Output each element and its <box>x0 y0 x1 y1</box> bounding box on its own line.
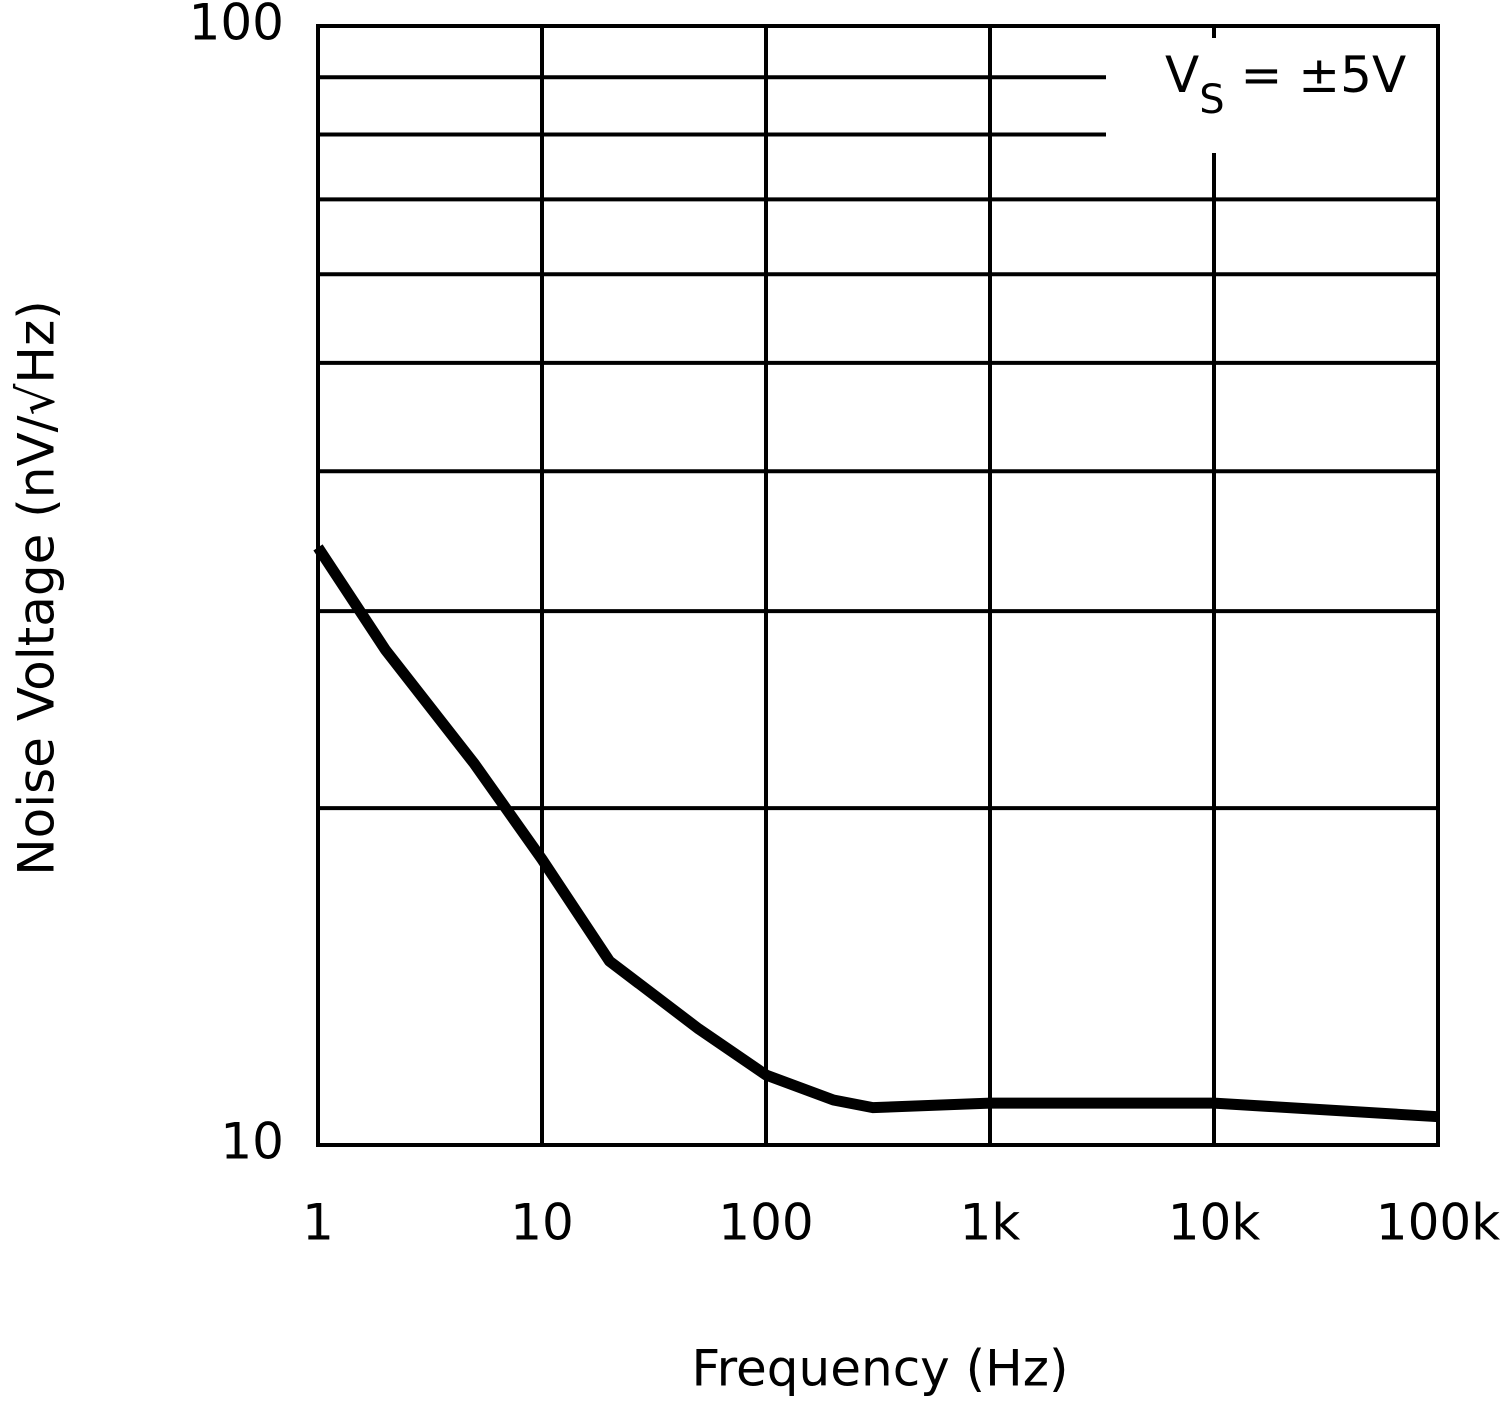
y-axis-label: Noise Voltage (nV/√Hz) <box>8 300 66 876</box>
annotation-part: S <box>1199 77 1224 123</box>
annotation-part: = ±5V <box>1225 46 1407 104</box>
x-tick-label: 1 <box>302 1194 334 1252</box>
x-axis-label: Frequency (Hz) <box>691 1340 1068 1398</box>
x-tick-label: 10 <box>510 1194 574 1252</box>
annotation-part: V <box>1165 46 1199 104</box>
x-tick-label: 1k <box>960 1194 1021 1252</box>
x-tick-label: 100k <box>1376 1194 1500 1252</box>
annotation-background <box>1106 38 1436 153</box>
annotation: VS = ±5V <box>1165 46 1406 124</box>
y-tick-label: 10 <box>220 1113 284 1171</box>
x-tick-label: 100 <box>718 1194 813 1252</box>
x-tick-label: 10k <box>1168 1194 1261 1252</box>
y-tick-label: 100 <box>189 0 284 52</box>
data-line <box>313 544 1439 1123</box>
plot-frame <box>316 24 1440 1147</box>
